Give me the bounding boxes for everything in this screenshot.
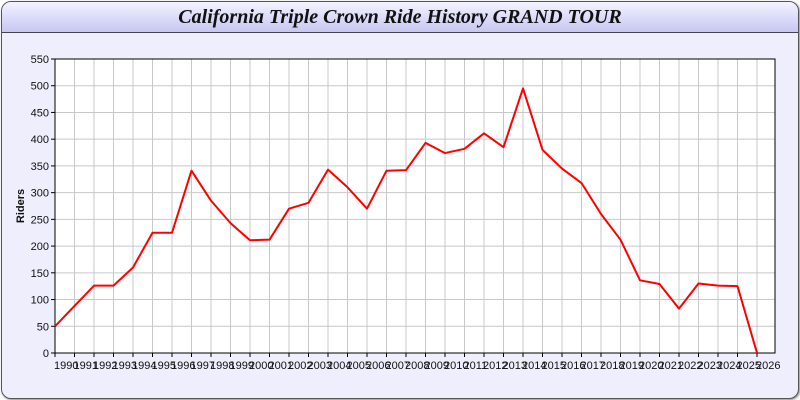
y-tick-label: 500 xyxy=(31,81,49,93)
x-tick-label: 2002 xyxy=(288,360,312,372)
x-tick-label: 2026 xyxy=(756,360,780,372)
x-tick-label: 2020 xyxy=(639,360,663,372)
x-tick-label: 2013 xyxy=(503,360,527,372)
x-tick-label: 2014 xyxy=(522,360,546,372)
x-tick-label: 2025 xyxy=(737,360,761,372)
x-tick-label: 2016 xyxy=(561,360,585,372)
x-tick-label: 2009 xyxy=(425,360,449,372)
x-tick-label: 1994 xyxy=(132,360,156,372)
x-tick-label: 2018 xyxy=(600,360,624,372)
x-tick-label: 2005 xyxy=(347,360,371,372)
x-tick-label: 2011 xyxy=(464,360,488,372)
x-tick-label: 2010 xyxy=(444,360,468,372)
x-tick-label: 1997 xyxy=(191,360,215,372)
y-tick-label: 550 xyxy=(31,54,49,66)
x-tick-label: 2019 xyxy=(620,360,644,372)
y-tick-label: 200 xyxy=(31,241,49,253)
y-tick-label: 150 xyxy=(31,268,49,280)
x-tick-label: 2003 xyxy=(308,360,332,372)
x-tick-label: 2004 xyxy=(327,360,351,372)
x-tick-label: 2021 xyxy=(659,360,683,372)
x-tick-label: 1991 xyxy=(74,360,98,372)
y-tick-label: 100 xyxy=(31,295,49,307)
plot-border xyxy=(54,58,776,354)
y-tick-label: 450 xyxy=(31,107,49,119)
x-tick-label: 1990 xyxy=(54,360,78,372)
x-tick-label: 2022 xyxy=(678,360,702,372)
x-tick-label: 2023 xyxy=(698,360,722,372)
y-tick-label: 300 xyxy=(31,188,49,200)
title-bar: California Triple Crown Ride History GRA… xyxy=(2,2,798,33)
chart-title: California Triple Crown Ride History GRA… xyxy=(178,6,622,28)
y-tick-label: 0 xyxy=(43,348,49,360)
x-tick-label: 1998 xyxy=(210,360,234,372)
x-tick-label: 2015 xyxy=(542,360,566,372)
x-tick-label: 1993 xyxy=(113,360,137,372)
x-tick-label: 2024 xyxy=(717,360,741,372)
x-tick-label: 2008 xyxy=(405,360,429,372)
x-tick-label: 2001 xyxy=(269,360,293,372)
x-tick-label: 1995 xyxy=(152,360,176,372)
y-tick-label: 50 xyxy=(37,321,49,333)
x-tick-label: 1999 xyxy=(230,360,254,372)
y-tick-label: 350 xyxy=(31,161,49,173)
x-tick-label: 1996 xyxy=(171,360,195,372)
x-tick-label: 2000 xyxy=(249,360,273,372)
y-axis-label: Riders xyxy=(15,189,27,223)
x-tick-label: 2012 xyxy=(483,360,507,372)
x-tick-label: 2006 xyxy=(366,360,390,372)
x-tick-label: 1992 xyxy=(93,360,117,372)
x-tick-label: 2017 xyxy=(581,360,605,372)
x-tick-label: 2007 xyxy=(386,360,410,372)
y-tick-label: 250 xyxy=(31,214,49,226)
y-tick-label: 400 xyxy=(31,134,49,146)
plot-area xyxy=(55,59,775,353)
